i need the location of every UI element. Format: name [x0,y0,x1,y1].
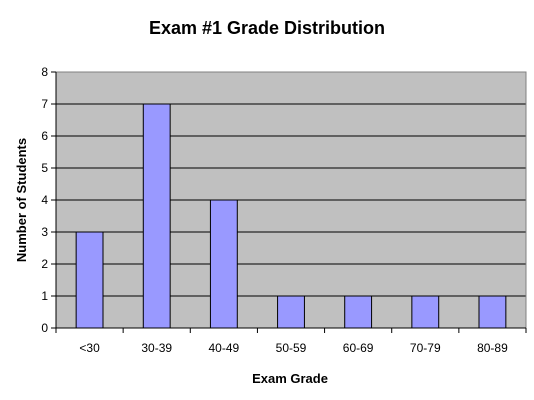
bar [75,231,104,329]
y-tick-label: 7 [41,97,48,111]
x-tick-label: <30 [79,341,100,355]
x-tick-label: 30-39 [141,341,172,355]
y-tick-label: 1 [41,289,48,303]
chart-title: Exam #1 Grade Distribution [149,18,385,38]
x-tick-label: 60-69 [343,341,374,355]
x-tick-label: 50-59 [276,341,307,355]
bars [75,103,507,329]
y-axis-label: Number of Students [14,138,29,262]
y-tick-label: 3 [41,225,48,239]
y-tick-label: 8 [41,65,48,79]
y-tick-label: 2 [41,257,48,271]
x-axis-label: Exam Grade [252,371,328,386]
y-axis-ticks: 0 1 2 3 4 5 6 7 8 [41,65,56,335]
y-tick-label: 0 [41,321,48,335]
bar [277,295,305,329]
x-tick-label: 70-79 [410,341,441,355]
bar [478,295,507,329]
x-tick-label: 80-89 [477,341,508,355]
y-tick-label: 5 [41,161,48,175]
bar [411,295,440,329]
bar [142,103,171,329]
bar [209,199,238,329]
y-tick-label: 4 [41,193,48,207]
y-tick-label: 6 [41,129,48,143]
x-axis-ticks: <30 30-39 40-49 50-59 60-69 70-79 80-89 [55,328,527,355]
x-tick-label: 40-49 [209,341,240,355]
bar [344,295,373,329]
